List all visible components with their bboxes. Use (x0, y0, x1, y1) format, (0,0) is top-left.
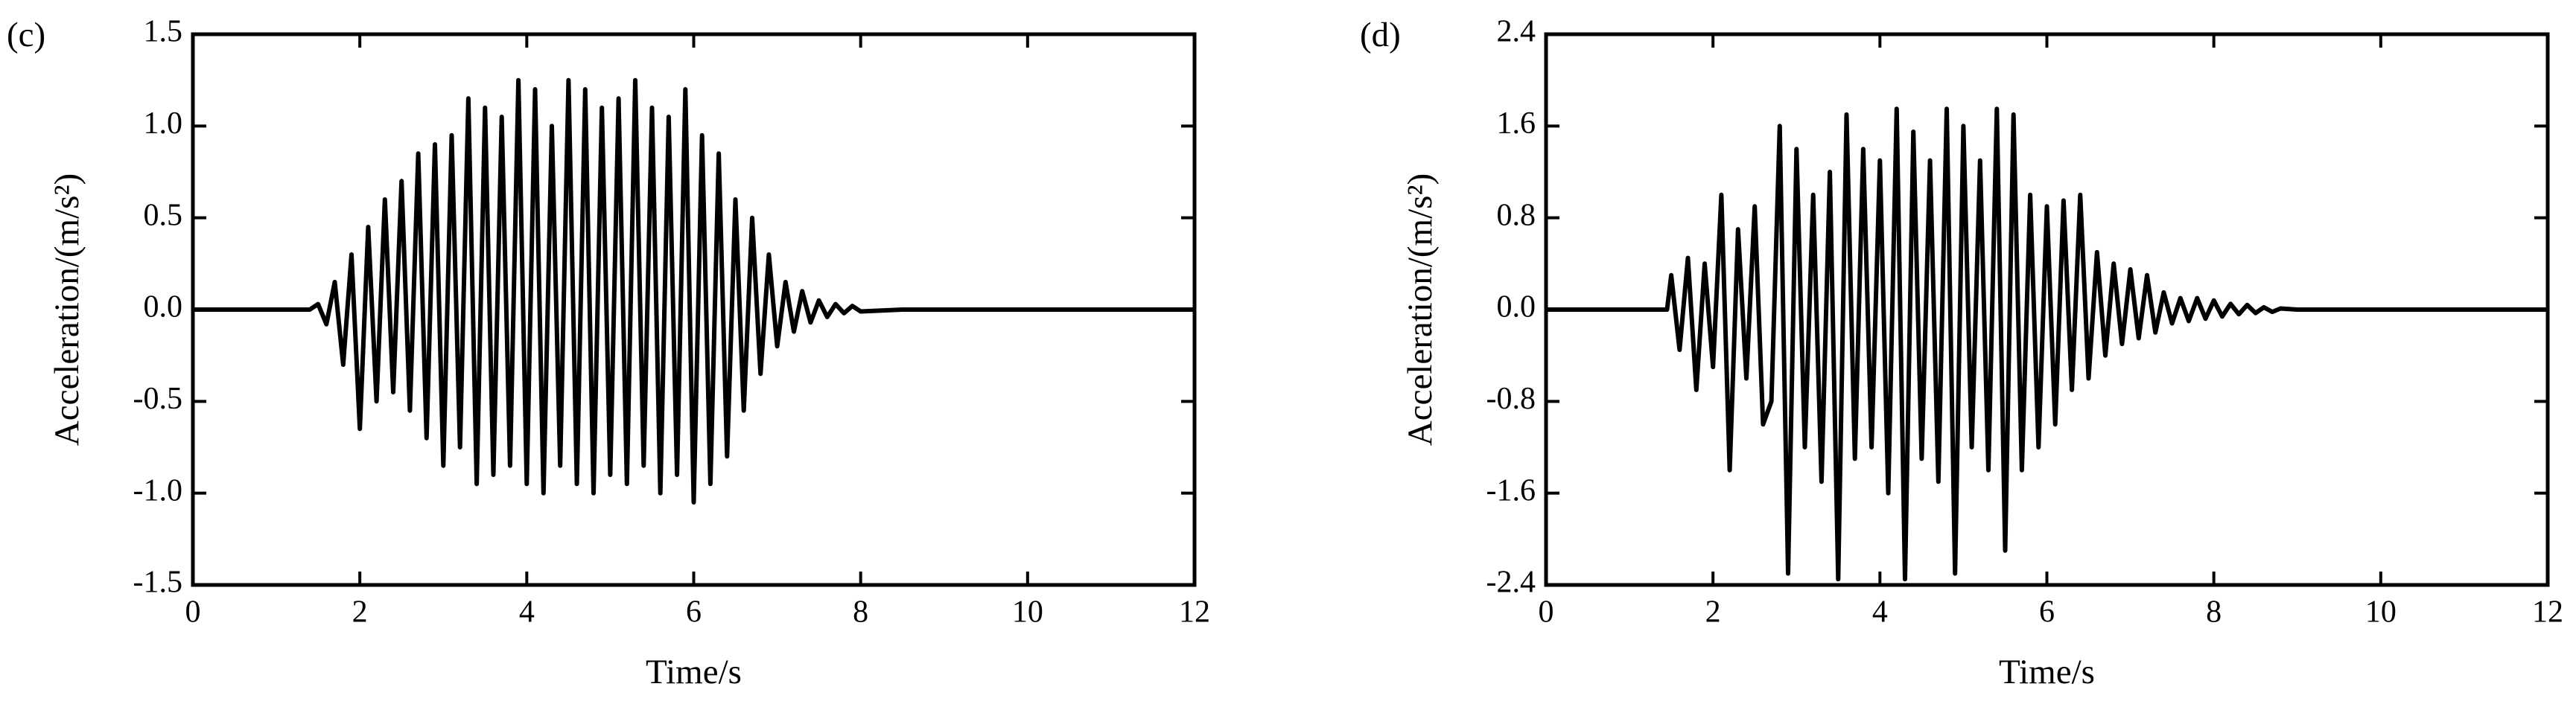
y-tick-label: 1.5 (144, 15, 183, 49)
x-axis-label: Time/s (1999, 653, 2095, 691)
y-axis-label: Acceleration/(m/s²) (48, 173, 86, 446)
x-tick-label: 0 (1539, 595, 1554, 630)
x-tick-label: 12 (1179, 595, 1210, 630)
panel-label: (c) (7, 16, 45, 54)
x-tick-label: 0 (185, 595, 201, 630)
y-tick-label: -1.6 (1486, 473, 1536, 508)
x-tick-label: 8 (853, 595, 868, 630)
y-tick-label: -2.4 (1486, 566, 1536, 600)
plot-frame (1544, 32, 2550, 587)
plot-frame (191, 32, 1197, 587)
y-tick-label: -0.8 (1486, 382, 1536, 416)
x-tick-label: 2 (1705, 595, 1721, 630)
x-tick-label: 8 (2206, 595, 2222, 630)
y-tick-label: -1.0 (133, 473, 183, 508)
y-tick-label: -1.5 (133, 566, 183, 600)
x-tick-label: 2 (352, 595, 368, 630)
y-tick-label: 1.6 (1497, 106, 1536, 141)
y-tick-label: 0.8 (1497, 198, 1536, 232)
y-tick-label: 2.4 (1497, 15, 1536, 49)
y-axis-label: Acceleration/(m/s²) (1401, 173, 1440, 446)
y-tick-label: 1.0 (144, 106, 183, 141)
x-tick-label: 10 (1012, 595, 1043, 630)
y-tick-label: 0.0 (144, 290, 183, 324)
x-axis-label: Time/s (646, 653, 742, 691)
panel-label: (d) (1360, 16, 1401, 54)
x-tick-label: 4 (1872, 595, 1888, 630)
acceleration-line (1546, 106, 2548, 582)
y-tick-label: -0.5 (133, 382, 183, 416)
y-tick-label: 0.5 (144, 198, 183, 232)
x-tick-label: 4 (519, 595, 535, 630)
x-tick-label: 12 (2532, 595, 2563, 630)
acceleration-line (193, 77, 1195, 505)
x-tick-label: 6 (2039, 595, 2055, 630)
y-tick-label: 0.0 (1497, 290, 1536, 324)
x-tick-label: 10 (2365, 595, 2397, 630)
x-tick-label: 6 (686, 595, 702, 630)
